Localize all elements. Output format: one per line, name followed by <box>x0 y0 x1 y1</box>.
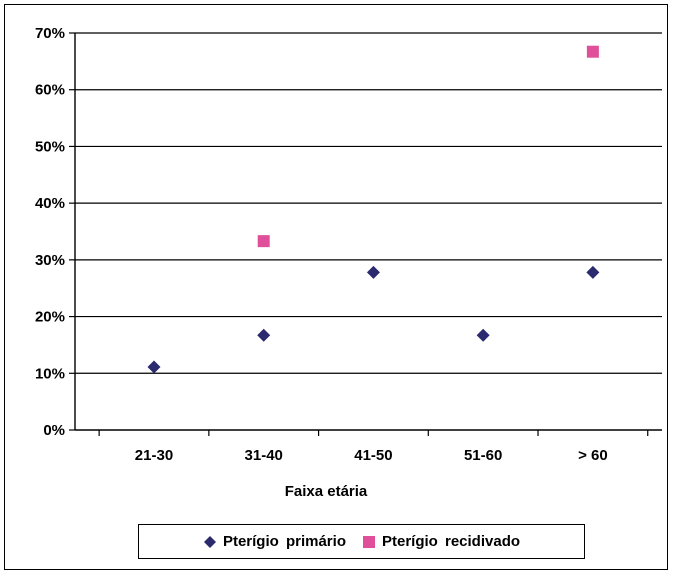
legend-label-recidivado: Pterígio recidivado <box>381 533 521 550</box>
y-tick-label: 10% <box>35 365 65 382</box>
y-tick-label: 50% <box>35 138 65 155</box>
y-tick-label: 30% <box>35 252 65 269</box>
data-point-primario <box>586 265 600 279</box>
data-point-primario <box>366 265 380 279</box>
y-tick-label: 0% <box>43 422 65 439</box>
legend: Pterígio primário Pterígio recidivado <box>138 524 585 559</box>
x-tick-label: 41-50 <box>354 447 392 464</box>
legend-label-primario: Pterígio primário <box>222 533 346 550</box>
y-tick-labels: 0% 10% 20% 30% 40% 50% 60% 70% <box>35 25 65 439</box>
x-tick-label: 21-30 <box>135 447 173 464</box>
grid-lines <box>75 32 662 374</box>
y-tick-label: 70% <box>35 25 65 42</box>
data-point-primario <box>147 360 161 374</box>
x-axis-title: Faixa etária <box>285 483 368 500</box>
legend-item-recidivado: Pterígio recidivado <box>362 533 520 550</box>
y-tick-label: 60% <box>35 82 65 99</box>
diamond-marker-icon <box>203 535 216 548</box>
x-tick-label: 51-60 <box>464 447 502 464</box>
chart-frame <box>4 4 668 570</box>
data-point-recidivado <box>257 235 270 248</box>
x-tick-label: > 60 <box>578 447 608 464</box>
x-tick-label: 31-40 <box>245 447 283 464</box>
data-point-primario <box>476 328 490 342</box>
square-marker-icon <box>362 535 375 548</box>
y-tick-label: 40% <box>35 195 65 212</box>
chart-plot: 0% 10% 20% 30% 40% 50% 60% 70% 21-30 31-40 41-50 5… <box>35 25 662 500</box>
x-tick-labels: 21-30 31-40 41-50 51-60 > 60 <box>135 447 608 464</box>
y-tick-label: 20% <box>35 309 65 326</box>
legend-item-primario: Pterígio primário <box>203 533 346 550</box>
data-point-primario <box>257 328 271 342</box>
data-points <box>147 45 600 374</box>
data-point-recidivado <box>586 45 599 58</box>
axes <box>69 32 662 436</box>
